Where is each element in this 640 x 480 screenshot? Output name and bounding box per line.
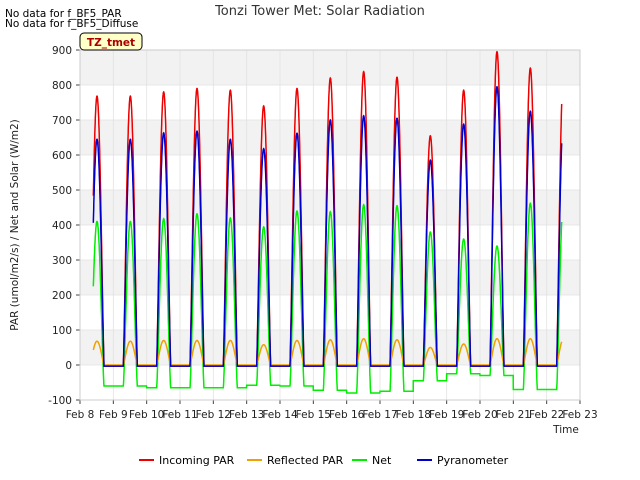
no-data-note-par: No data for f_BF5_PAR — [5, 8, 122, 20]
x-tick-label: Feb 22 — [529, 409, 564, 421]
chart-title: Tonzi Tower Met: Solar Radiation — [215, 4, 425, 19]
x-tick-label: Feb 8 — [66, 409, 95, 421]
grid-band — [80, 190, 580, 225]
plot-frame — [79, 49, 581, 401]
x-tick-label: Feb 11 — [162, 409, 197, 421]
series-line-net — [92, 202, 563, 394]
x-tick-label: Feb 12 — [196, 409, 231, 421]
x-tick-label: Feb 19 — [429, 409, 464, 421]
y-tick-label: 500 — [52, 185, 72, 197]
x-tick-label: Feb 17 — [362, 409, 397, 421]
y-tick-label: 100 — [52, 325, 72, 337]
x-tick-label: Feb 21 — [496, 409, 531, 421]
grid-band — [80, 260, 580, 295]
y-axis-label: PAR (umol/m2/s) / Net and Solar (W/m2) — [9, 119, 21, 331]
no-data-note-diffuse: No data for f_BF5_Diffuse — [5, 18, 139, 30]
x-axis-label: Time — [552, 424, 579, 436]
y-tick-label: 600 — [52, 150, 72, 162]
x-tick-label: Feb 10 — [129, 409, 164, 421]
y-tick-label: 800 — [52, 80, 72, 92]
site-badge — [79, 32, 143, 51]
series-line-pyranometer — [92, 85, 563, 367]
grid-band — [80, 330, 580, 365]
x-tick-label: Feb 18 — [396, 409, 431, 421]
x-tick-label: Feb 23 — [562, 409, 597, 421]
x-tick-label: Feb 15 — [296, 409, 331, 421]
legend-label-net: Net — [372, 454, 392, 467]
legend-label-reflected-par: Reflected PAR — [267, 454, 344, 467]
legend-label-incoming-par: Incoming PAR — [159, 454, 235, 467]
y-tick-label: 0 — [65, 360, 72, 372]
y-tick-label: 700 — [52, 115, 72, 127]
y-tick-label: -100 — [48, 395, 72, 407]
x-tick-label: Feb 14 — [262, 409, 298, 421]
y-tick-label: 400 — [52, 220, 72, 232]
x-tick-label: Feb 16 — [329, 409, 365, 421]
site-badge-label: TZ_tmet — [87, 37, 135, 49]
y-tick-label: 300 — [52, 255, 72, 267]
y-tick-label: 200 — [52, 290, 72, 302]
x-tick-label: Feb 9 — [99, 409, 128, 421]
y-tick-label: 900 — [52, 45, 72, 57]
x-tick-label: Feb 13 — [229, 409, 264, 421]
legend-label-pyranometer: Pyranometer — [437, 454, 509, 467]
x-tick-label: Feb 20 — [462, 409, 497, 421]
